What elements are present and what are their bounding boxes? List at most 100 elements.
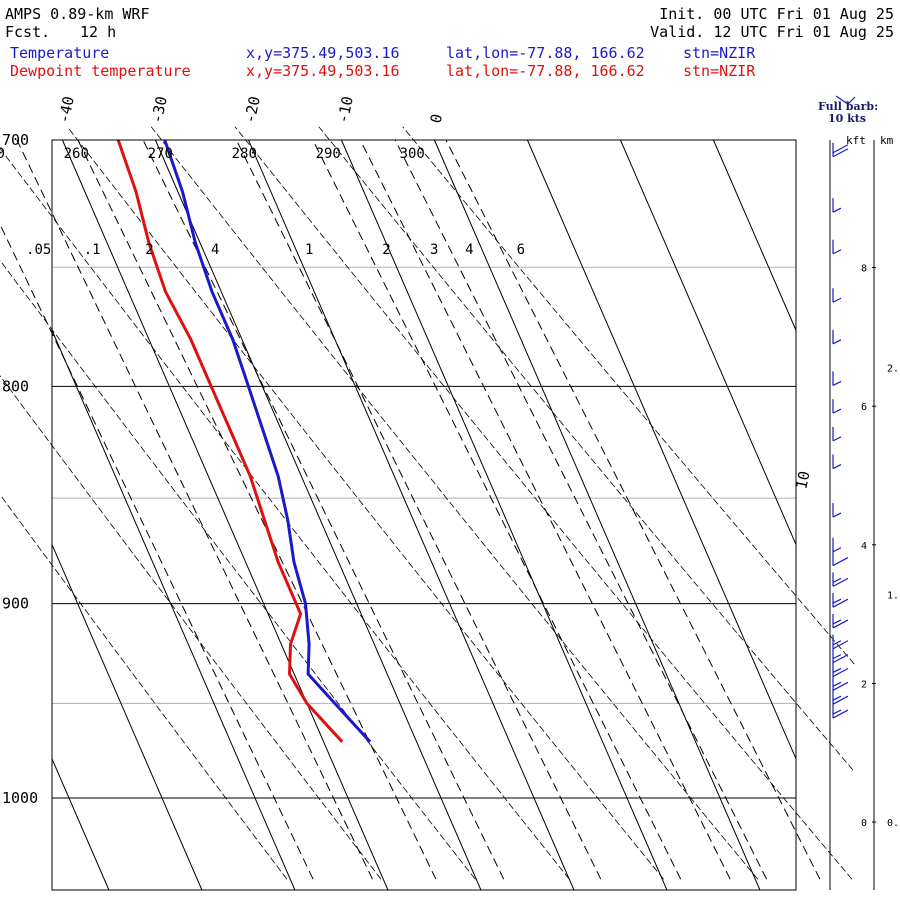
isotherm-line xyxy=(526,139,797,760)
kft-tick-label: 2 xyxy=(861,679,867,690)
kft-axis-label: kft xyxy=(846,134,866,147)
wind-barb xyxy=(832,676,849,691)
dry-adiabat-line xyxy=(0,493,288,880)
mixing-ratio-label: 3 xyxy=(430,242,438,258)
full-barb-label: Full barb: xyxy=(818,100,879,113)
legend-dewpoint-xy: x,y=375.49,503.16 xyxy=(246,62,400,80)
wind-barb-half xyxy=(832,695,842,701)
pressure-tick-label: 900 xyxy=(2,595,29,613)
pressure-tick-label: 800 xyxy=(2,377,29,395)
model-title: AMPS 0.89-km WRF xyxy=(5,5,150,23)
wind-barb xyxy=(832,648,849,664)
isotherm-line xyxy=(61,139,389,891)
wind-barb xyxy=(832,239,842,255)
wind-barb-half xyxy=(832,464,842,470)
mixing-ratio-line xyxy=(16,139,373,880)
temperature-profile-line xyxy=(163,139,372,743)
mixing-ratio-line xyxy=(142,139,505,880)
isotherm-line xyxy=(154,139,482,891)
wind-barb xyxy=(832,454,842,470)
dry-adiabat-line xyxy=(318,126,854,771)
km-tick-label: 1. xyxy=(887,591,899,602)
km-axis-label: km xyxy=(880,134,894,147)
adiabat-label: 290 xyxy=(316,146,341,162)
valid-time: Valid. 12 UTC Fri 01 Aug 25 xyxy=(650,23,894,41)
adiabat-label: 300 xyxy=(400,146,425,162)
pressure-tick-label: 700 xyxy=(2,131,29,149)
temperature-tick-label: 10 xyxy=(792,469,813,490)
wind-barb-half xyxy=(832,654,842,660)
wind-barb-half xyxy=(832,436,842,442)
mixing-ratio-label: 6 xyxy=(517,242,525,258)
wind-barb xyxy=(832,537,842,553)
wind-barb-full xyxy=(832,654,849,664)
wind-barb-half xyxy=(832,619,842,625)
wind-barb-full xyxy=(832,557,849,567)
legend-temperature-stn: stn=NZIR xyxy=(683,44,756,62)
mixing-ratio-line xyxy=(359,139,731,880)
mixing-ratio-line xyxy=(235,139,602,880)
dry-adiabat-line xyxy=(0,259,476,880)
wind-barb xyxy=(832,503,842,518)
adiabat-label: 250 xyxy=(0,146,5,162)
wind-barb-half xyxy=(832,408,842,414)
mixing-ratio-label: 4 xyxy=(465,242,473,258)
isotherm-line xyxy=(247,139,575,891)
wind-barb-half xyxy=(832,380,842,386)
wind-barb-half xyxy=(832,339,842,345)
full-barb-sample xyxy=(835,95,849,105)
isotherm-line xyxy=(340,139,668,891)
mixing-ratio-label: 1 xyxy=(305,242,313,258)
temperature-tick-label: -20 xyxy=(241,95,264,125)
wind-barb-full xyxy=(832,667,849,677)
isotherm-line xyxy=(433,139,761,891)
wind-barb xyxy=(832,329,842,345)
temperature-tick-label: 0 xyxy=(427,112,446,125)
init-time: Init. 00 UTC Fri 01 Aug 25 xyxy=(659,5,894,23)
wind-barb-full xyxy=(832,640,849,650)
isotherm-line xyxy=(712,139,797,331)
dry-adiabat-line xyxy=(0,147,570,880)
wind-barb-full xyxy=(832,598,849,608)
wind-barb-half xyxy=(832,512,842,518)
wind-barb-full xyxy=(832,577,849,587)
wind-barb-half xyxy=(832,577,842,583)
dry-adiabats xyxy=(0,126,855,880)
legend-temperature-latlon: lat,lon=-77.88, 166.62 xyxy=(446,44,645,62)
isotherm-line xyxy=(51,758,110,891)
pressure-tick-label: 1000 xyxy=(2,789,38,807)
isotherms xyxy=(51,139,797,891)
mixing-ratio-line xyxy=(0,223,314,880)
wind-barb xyxy=(832,593,849,608)
wind-barb-half xyxy=(832,667,842,674)
wind-barb-full xyxy=(832,148,849,158)
wind-barb xyxy=(832,142,849,158)
kft-tick-label: 4 xyxy=(861,541,867,552)
km-tick-label: 2. xyxy=(887,363,899,374)
isotherm-line xyxy=(619,139,797,545)
wind-barb-half xyxy=(832,297,842,303)
wind-barb xyxy=(832,613,849,629)
wind-barb-full xyxy=(832,619,849,629)
wind-barb-half xyxy=(832,598,842,604)
kft-tick-label: 6 xyxy=(861,402,867,413)
wind-barb xyxy=(832,634,849,650)
wind-barb xyxy=(832,399,842,414)
isotherm-line xyxy=(51,330,296,891)
mixing-ratio-line xyxy=(77,139,437,880)
forecast-label: Fcst. xyxy=(5,23,51,41)
mixing-ratio-label: .1 xyxy=(84,242,101,258)
isotherm-line xyxy=(51,544,203,891)
wind-barb xyxy=(832,371,842,386)
mixing-ratio-label: 2 xyxy=(382,242,390,258)
dewpoint-profile-line xyxy=(116,139,344,743)
wind-barb-half xyxy=(832,249,842,255)
wind-barb-full xyxy=(832,681,849,691)
wind-barb xyxy=(832,690,849,705)
legend-dewpoint-latlon: lat,lon=-77.88, 166.62 xyxy=(446,62,645,80)
wind-barb-full xyxy=(832,144,849,154)
wind-barb-full xyxy=(832,709,849,719)
temperature-tick-label: -40 xyxy=(55,95,78,125)
axis-labels: 7008009001000-70-60-50-40-30-20-10010220… xyxy=(0,95,814,807)
